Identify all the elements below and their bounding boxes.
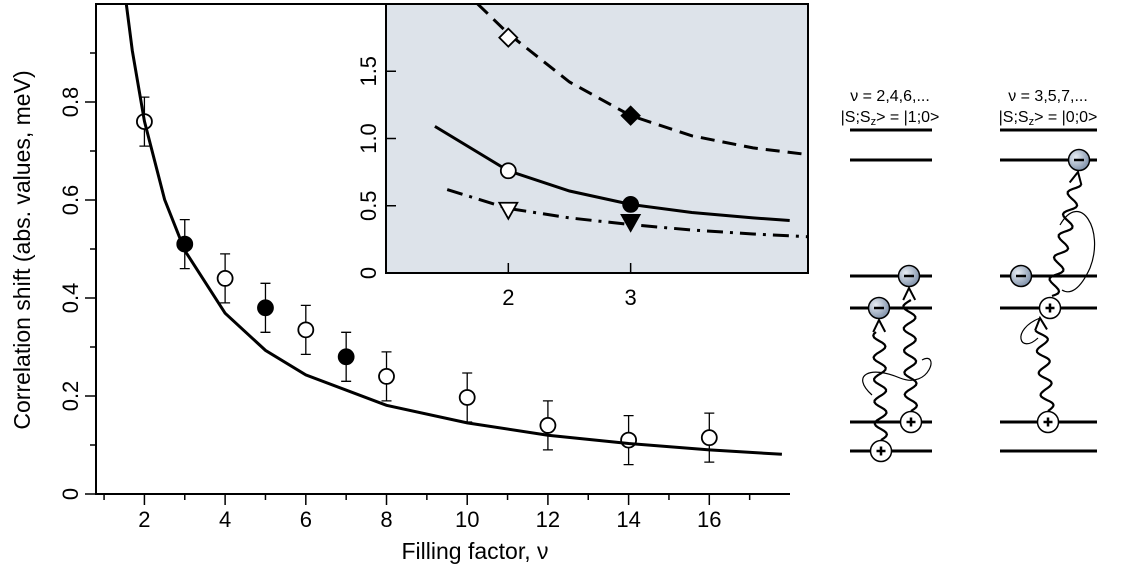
data-point: [257, 299, 274, 317]
arrow-head: [902, 285, 917, 301]
inset-plot: 2 3 0 0.5 1.0 1.5: [356, 3, 809, 310]
data-point: [458, 389, 476, 406]
column-title: ν = 2,4,6,...: [850, 88, 930, 105]
y-tick-label: 0: [58, 488, 83, 500]
data-point: [378, 367, 395, 385]
data-point: [622, 196, 640, 213]
y-tick-label: 0.2: [58, 381, 83, 412]
y-tick-label: 0.4: [58, 283, 83, 314]
data-point: [337, 348, 355, 366]
column-state: |S;Sz> = |0;0>: [999, 109, 1098, 128]
data-point: [499, 162, 517, 180]
state-prefix: |S;S: [999, 109, 1029, 126]
x-tick-label: 10: [455, 507, 479, 532]
main-plot: 2 4 6 8 10 12 14 16 0 0.2 0.4 0.6 0.8: [58, 3, 790, 532]
x-tick-label: 2: [502, 285, 514, 310]
data-point: [216, 269, 234, 287]
y-axis-label: Correlation shift (abs. values, meV): [9, 70, 35, 429]
wavy-arrow: [1048, 184, 1082, 298]
arrow-head: [872, 317, 887, 333]
x-tick-label: 4: [219, 507, 231, 532]
arrow-head: [1034, 315, 1048, 331]
x-tick-label: 12: [536, 507, 560, 532]
wavy-arrow: [902, 299, 919, 412]
column-state: |S;Sz> = |1;0>: [841, 109, 940, 128]
x-tick-label: 3: [625, 285, 637, 310]
fit-curve: [124, 4, 782, 456]
y-tick-label: 0.6: [58, 185, 83, 216]
fit-curve: [446, 188, 808, 239]
x-tick-label: 8: [380, 507, 392, 532]
sign: [1043, 417, 1053, 427]
x-tick-label: 6: [300, 507, 312, 532]
y-tick-label: 0.8: [58, 87, 83, 118]
data-point: [297, 321, 315, 339]
x-tick-label: 14: [616, 507, 640, 532]
x-axis-label: Filling factor, ν: [402, 538, 549, 564]
y-tick-label: 0.5: [356, 190, 381, 221]
y-tick-label: 0: [356, 267, 381, 279]
y-tick-label: 1.5: [356, 56, 381, 87]
data-point: [497, 201, 519, 221]
sign: [906, 417, 916, 427]
wavy-arrow: [872, 331, 889, 441]
data-point: [620, 213, 642, 233]
x-tick-label: 16: [697, 507, 721, 532]
column-title: ν = 3,5,7,...: [1008, 88, 1088, 105]
loops: [862, 211, 1096, 396]
arrow-head: [1068, 169, 1083, 186]
data-point: [539, 416, 557, 434]
axes: [95, 3, 790, 495]
levels: [850, 128, 1097, 453]
y-tick-label: 1.0: [356, 123, 381, 154]
sign: [876, 446, 886, 456]
x-tick-label: 2: [138, 507, 150, 532]
state-prefix: |S;S: [841, 109, 871, 126]
state-suffix: > = |1;0>: [876, 109, 939, 126]
energy-diagram: ν = 2,4,6,... |S;Sz> = |1;0> ν = 3,5,7,.…: [841, 88, 1098, 463]
data-point: [498, 27, 519, 48]
data-point: [620, 105, 641, 126]
wavy-arrow: [1034, 329, 1055, 412]
fit-curve: [476, 4, 808, 157]
sign: [1045, 303, 1055, 313]
state-sub: z: [1029, 116, 1035, 128]
data-point: [700, 429, 718, 447]
state-sub: z: [871, 116, 877, 128]
transitions: [872, 169, 1083, 441]
particles: [867, 148, 1091, 463]
state-suffix: > = |0;0>: [1034, 109, 1097, 126]
